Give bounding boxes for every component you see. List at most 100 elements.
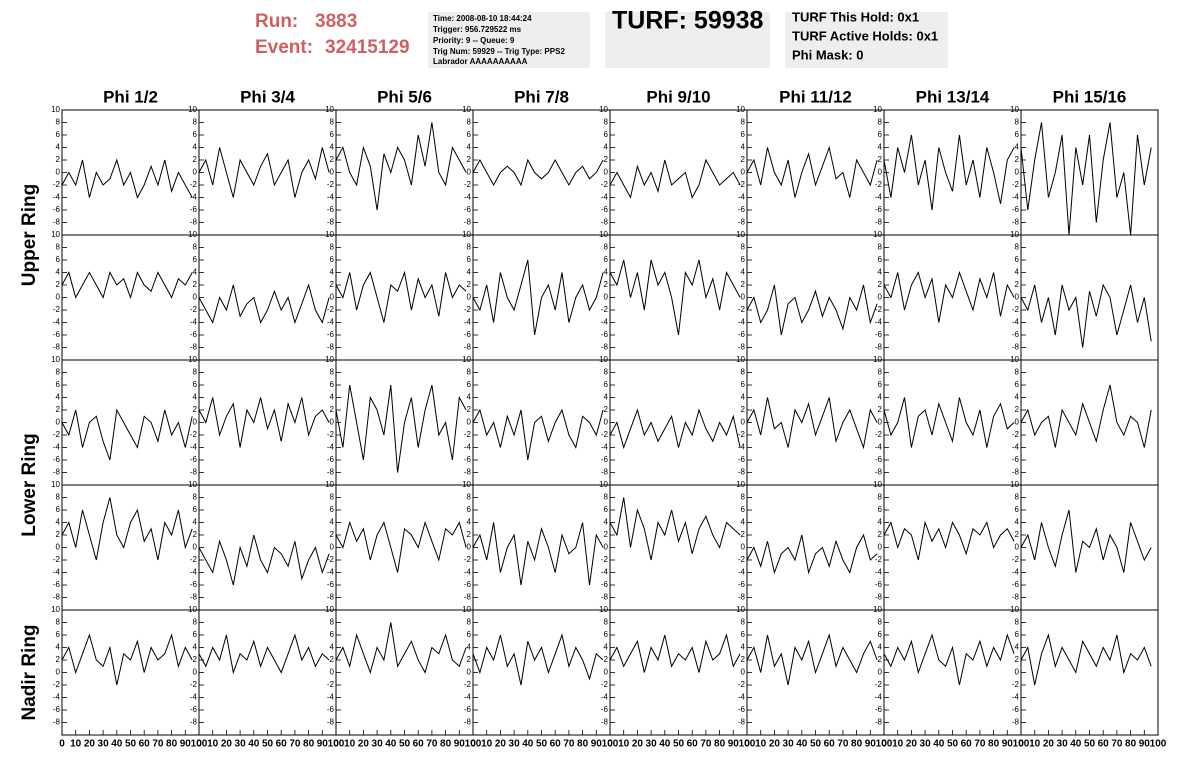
y-tick-label: -2 — [875, 180, 883, 189]
y-tick-label: 8 — [878, 618, 883, 627]
x-tick-label: 10 — [70, 739, 82, 750]
y-tick-label: 0 — [467, 168, 472, 177]
y-tick-label: 4 — [330, 518, 335, 527]
y-tick-label: 10 — [599, 480, 608, 489]
y-tick-label: -8 — [464, 468, 472, 477]
y-tick-label: 4 — [741, 143, 746, 152]
y-tick-label: -8 — [190, 593, 198, 602]
panel-frame — [335, 609, 474, 736]
y-tick-label: -4 — [875, 693, 883, 702]
y-tick-label: -4 — [190, 693, 198, 702]
y-tick-label: 2 — [604, 655, 609, 664]
x-tick-label: 60 — [961, 739, 973, 750]
y-tick-label: 0 — [330, 668, 335, 677]
y-tick-label: 6 — [330, 130, 335, 139]
y-tick-label: -6 — [190, 705, 198, 714]
waveform — [61, 497, 193, 561]
y-tick-label: -6 — [738, 330, 746, 339]
info-line: Priority: 9 -- Queue: 9 — [433, 36, 515, 45]
y-tick-label: 8 — [56, 118, 61, 127]
y-tick-label: 0 — [741, 168, 746, 177]
waveform — [198, 633, 330, 675]
x-tick-label: 90 — [591, 739, 603, 750]
waveform — [335, 622, 467, 675]
x-tick-label: 70 — [289, 739, 301, 750]
y-tick-label: -6 — [464, 330, 472, 339]
x-tick-label: 40 — [248, 739, 260, 750]
y-tick-label: 0 — [56, 418, 61, 427]
y-tick-label: 4 — [330, 143, 335, 152]
x-tick-label: 30 — [920, 739, 932, 750]
y-tick-label: 4 — [467, 393, 472, 402]
y-tick-label: 2 — [467, 280, 472, 289]
y-tick-label: 6 — [193, 255, 198, 264]
y-tick-label: 8 — [330, 618, 335, 627]
y-tick-label: 4 — [604, 143, 609, 152]
y-tick-label: 10 — [51, 355, 60, 364]
y-tick-label: 0 — [878, 543, 883, 552]
y-tick-label: -2 — [53, 430, 61, 439]
panel-frame — [883, 359, 1022, 486]
y-tick-label: -2 — [464, 555, 472, 564]
x-tick-label: 60 — [413, 739, 425, 750]
y-tick-label: -4 — [464, 318, 472, 327]
waveform — [472, 522, 604, 586]
y-tick-label: 8 — [467, 618, 472, 627]
x-tick-label: 90 — [454, 739, 466, 750]
x-tick-label: 100 — [191, 739, 208, 750]
y-tick-label: -8 — [875, 343, 883, 352]
y-tick-label: -6 — [1012, 455, 1020, 464]
y-tick-label: -6 — [738, 705, 746, 714]
x-tick-label: 40 — [659, 739, 671, 750]
y-tick-label: -4 — [190, 568, 198, 577]
y-tick-label: 0 — [604, 543, 609, 552]
x-tick-label: 30 — [235, 739, 247, 750]
y-tick-label: 6 — [878, 630, 883, 639]
y-tick-label: -8 — [875, 593, 883, 602]
y-tick-label: 6 — [56, 255, 61, 264]
y-tick-label: 8 — [1015, 368, 1020, 377]
y-tick-label: -2 — [1012, 305, 1020, 314]
y-tick-label: -4 — [190, 443, 198, 452]
y-tick-label: 4 — [878, 518, 883, 527]
x-tick-label: 40 — [522, 739, 534, 750]
y-tick-label: -8 — [464, 593, 472, 602]
y-tick-label: 0 — [193, 168, 198, 177]
y-tick-label: 4 — [56, 643, 61, 652]
waveform — [746, 397, 878, 450]
x-tick-label: 60 — [276, 739, 288, 750]
x-tick-label: 0 — [196, 739, 202, 750]
panel-frame — [746, 359, 885, 486]
x-tick-label: 100 — [1013, 739, 1030, 750]
y-tick-label: -2 — [327, 180, 335, 189]
y-tick-label: 10 — [325, 230, 334, 239]
x-tick-label: 40 — [1070, 739, 1082, 750]
waveform — [335, 520, 467, 573]
y-tick-label: 8 — [56, 368, 61, 377]
y-tick-label: 10 — [51, 605, 60, 614]
x-tick-label: 0 — [744, 739, 750, 750]
waveform — [883, 134, 1015, 211]
y-tick-label: 2 — [56, 280, 61, 289]
y-tick-label: 4 — [878, 393, 883, 402]
y-tick-label: 0 — [741, 418, 746, 427]
y-tick-label: 2 — [330, 405, 335, 414]
y-tick-label: 10 — [736, 355, 745, 364]
y-tick-label: 10 — [599, 230, 608, 239]
panel-frame — [1020, 609, 1159, 736]
y-tick-label: 2 — [330, 530, 335, 539]
y-tick-label: -6 — [738, 455, 746, 464]
y-tick-label: 2 — [878, 530, 883, 539]
x-tick-label: 50 — [262, 739, 274, 750]
y-tick-label: -6 — [53, 330, 61, 339]
y-tick-label: -4 — [875, 318, 883, 327]
x-tick-label: 70 — [974, 739, 986, 750]
y-tick-label: -4 — [738, 318, 746, 327]
y-tick-label: -8 — [53, 468, 61, 477]
y-tick-label: 0 — [193, 293, 198, 302]
y-tick-label: 8 — [604, 368, 609, 377]
y-tick-label: -6 — [190, 455, 198, 464]
x-tick-label: 60 — [824, 739, 836, 750]
y-tick-label: 4 — [56, 518, 61, 527]
y-tick-label: 10 — [873, 105, 882, 114]
